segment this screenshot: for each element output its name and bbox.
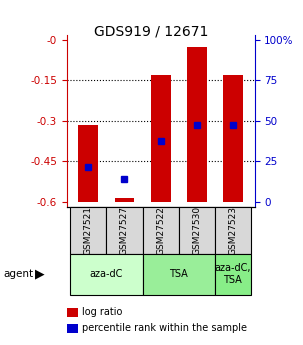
Text: log ratio: log ratio (82, 307, 122, 317)
Bar (70, 254, 142, 295)
Bar (223, 75, 243, 201)
Bar (179, 207, 215, 254)
Text: GSM27522: GSM27522 (156, 206, 165, 255)
Text: aza-dC,
TSA: aza-dC, TSA (215, 264, 251, 285)
Text: GDS919 / 12671: GDS919 / 12671 (94, 24, 209, 38)
Text: aza-dC: aza-dC (90, 269, 123, 279)
Text: TSA: TSA (169, 269, 188, 279)
Text: percentile rank within the sample: percentile rank within the sample (82, 324, 247, 333)
Text: agent: agent (3, 269, 33, 279)
Text: GSM27523: GSM27523 (228, 206, 237, 255)
Bar (106, 207, 142, 254)
Text: GSM27530: GSM27530 (192, 206, 201, 255)
Text: GSM27527: GSM27527 (120, 206, 129, 255)
Bar (70, 207, 106, 254)
Text: ▶: ▶ (35, 268, 45, 281)
Bar (115, 198, 135, 201)
Bar (78, 125, 98, 201)
Bar (142, 254, 215, 295)
Bar (142, 207, 179, 254)
Bar (187, 47, 207, 201)
Bar (215, 254, 251, 295)
Text: GSM27521: GSM27521 (84, 206, 93, 255)
Bar (215, 207, 251, 254)
Bar (151, 75, 171, 201)
